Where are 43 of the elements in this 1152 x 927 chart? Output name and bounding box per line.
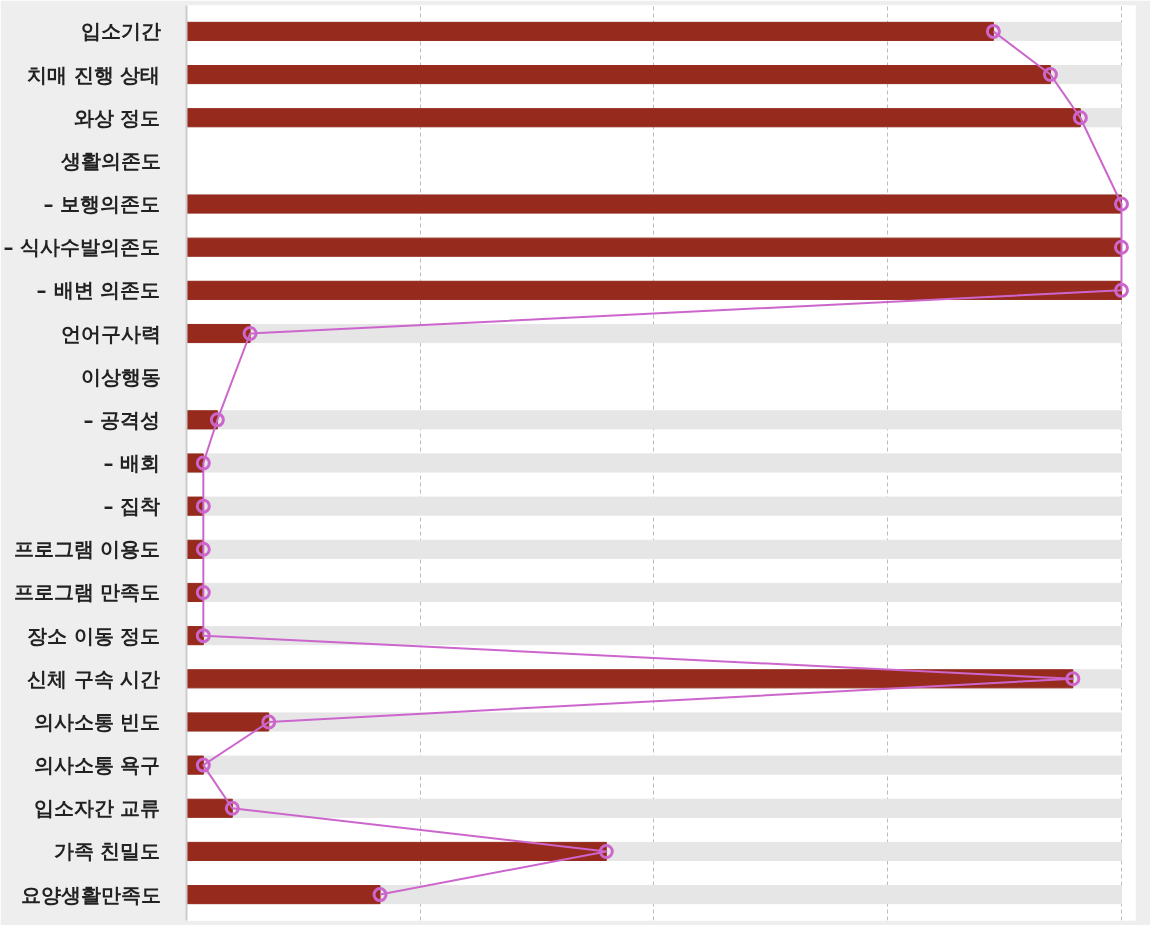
point xyxy=(209,412,225,428)
y-tick-label: – 집착 xyxy=(103,494,161,519)
point xyxy=(1113,196,1129,212)
point xyxy=(985,23,1001,39)
y-tick-label: – 배회 xyxy=(103,451,161,475)
bar xyxy=(186,323,251,344)
point xyxy=(195,498,211,514)
y-tick-label: 신체 구속 시간 xyxy=(26,666,161,691)
y-tick-label: 와상 정도 xyxy=(73,105,161,130)
y-tick-label: 치매 진행 상태 xyxy=(26,62,161,87)
y-tick-label: – 보행의존도 xyxy=(43,192,161,217)
point xyxy=(195,757,211,773)
point xyxy=(372,887,388,903)
point xyxy=(1065,671,1081,687)
y-tick-label: 장소 이동 정도 xyxy=(26,623,161,648)
y-tick-label: 프로그램 만족도 xyxy=(13,580,161,605)
y-tick-label: – 공격성 xyxy=(83,407,161,432)
y-tick-label: 입소자간 교류 xyxy=(33,796,161,821)
point xyxy=(242,326,258,342)
y-tick-label: 생활의존도 xyxy=(59,148,161,173)
bar xyxy=(186,885,381,905)
point xyxy=(1113,239,1129,255)
point xyxy=(1113,282,1129,298)
point xyxy=(195,455,211,471)
point xyxy=(1072,110,1088,126)
y-tick-label: 요양생활만족도 xyxy=(20,882,161,907)
y-tick-label: – 식사수발의존도 xyxy=(3,235,161,260)
y-tick-label: – 배변 의존도 xyxy=(36,278,161,303)
y-tick-label: 가족 친밀도 xyxy=(53,839,161,864)
bar xyxy=(186,712,270,732)
y-tick-label: 의사소통 빈도 xyxy=(33,709,161,734)
point xyxy=(195,541,211,557)
point xyxy=(195,584,211,600)
y-tick-label: 언어구사력 xyxy=(60,321,161,346)
point xyxy=(1042,67,1058,83)
point xyxy=(195,628,211,644)
point xyxy=(261,714,277,730)
point xyxy=(224,800,240,816)
y-tick-label: 프로그램 이용도 xyxy=(13,537,161,562)
y-tick-label: 의사소통 욕구 xyxy=(33,753,161,778)
y-tick-label: 입소기간 xyxy=(80,19,161,44)
y-tick-label: 이상행동 xyxy=(80,364,161,389)
point xyxy=(598,843,614,859)
